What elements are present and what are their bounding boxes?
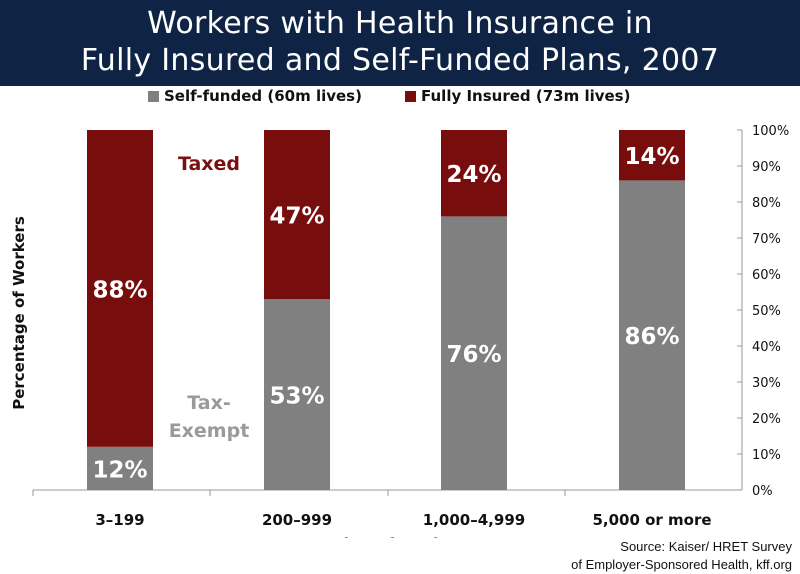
bar-self-funded (264, 299, 330, 490)
chart-title-line-2: Fully Insured and Self-Funded Plans, 200… (80, 43, 720, 78)
data-label-fully-insured: 24% (446, 162, 501, 188)
legend-label-self-funded: Self-funded (60m lives) (164, 87, 362, 105)
y-tick-label: 70% (752, 232, 781, 247)
data-label-fully-insured: 14% (624, 144, 679, 170)
y-tick-label: 10% (752, 448, 781, 463)
y-tick-label: 100% (752, 124, 789, 139)
y-tick-label: 20% (752, 412, 781, 427)
y-tick-label: 40% (752, 340, 781, 355)
legend-swatch-self-funded (148, 91, 159, 102)
annotation-taxed: Taxed (178, 153, 240, 175)
bar-fully-insured (87, 130, 153, 447)
x-category-label: 5,000 or more (592, 511, 711, 529)
y-tick-label: 60% (752, 268, 781, 283)
y-tick-label: 30% (752, 376, 781, 391)
y-tick-label: 0% (752, 484, 773, 499)
legend-swatch-fully-insured (405, 91, 416, 102)
annotation-tax-exempt-line-2: Exempt (169, 420, 250, 442)
bar-self-funded (441, 216, 507, 490)
bar-fully-insured (264, 130, 330, 300)
annotation-tax-exempt-line-1: Tax- (187, 392, 230, 414)
chart-header: Workers with Health Insurance in Fully I… (0, 0, 800, 86)
x-axis-title: Number of Workers (305, 535, 469, 538)
y-tick-label: 50% (752, 304, 781, 319)
y-tick-label: 80% (752, 196, 781, 211)
source-line-1: Source: Kaiser/ HRET Survey (620, 539, 792, 554)
legend-label-fully-insured: Fully Insured (73m lives) (421, 87, 630, 105)
data-label-fully-insured: 88% (92, 277, 147, 303)
bar-fully-insured (619, 130, 685, 181)
data-label-fully-insured: 47% (269, 204, 324, 230)
bar-self-funded (619, 180, 685, 490)
source-note: Source: Kaiser/ HRET Survey of Employer-… (372, 538, 792, 574)
data-label-self-funded: 12% (92, 457, 147, 483)
x-category-label: 200–999 (262, 511, 332, 529)
bar-fully-insured (441, 130, 507, 217)
stacked-bar-chart: 0% 10% 20% 30% 40% 50% 60% 70% 80% 90% 100% 12% 88% 3… (10, 87, 789, 538)
chart-title-line-1: Workers with Health Insurance in (147, 6, 653, 41)
data-label-self-funded: 76% (446, 342, 501, 368)
data-label-self-funded: 86% (624, 324, 679, 350)
data-label-self-funded: 53% (269, 384, 324, 410)
source-line-2: of Employer-Sponsored Health, kff.org (571, 557, 792, 572)
y-axis-title: Percentage of Workers (10, 216, 28, 410)
x-category-label: 3–199 (95, 511, 144, 529)
bar-self-funded (87, 446, 153, 490)
y-tick-label: 90% (752, 160, 781, 175)
x-category-label: 1,000–4,999 (423, 511, 525, 529)
